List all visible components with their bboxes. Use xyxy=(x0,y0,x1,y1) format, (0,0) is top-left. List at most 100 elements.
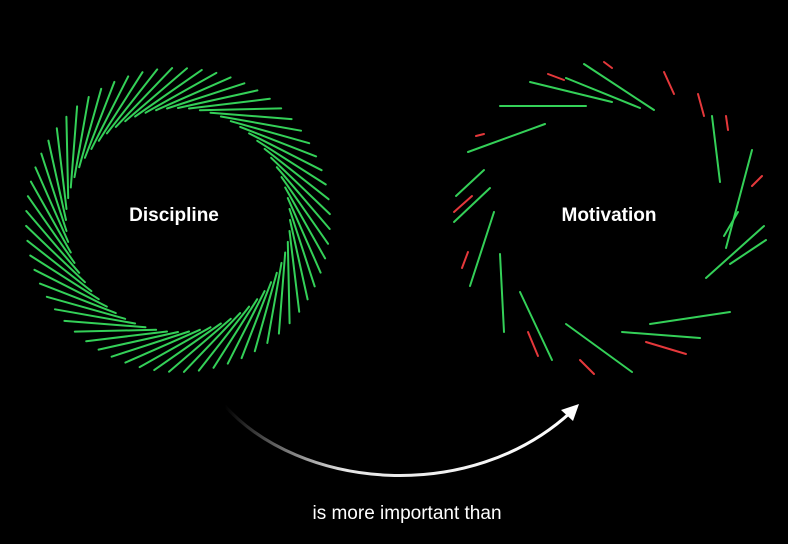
discipline-stroke xyxy=(226,290,266,365)
motivation-stroke xyxy=(583,63,655,111)
motivation-stroke xyxy=(453,187,491,223)
motivation-stroke xyxy=(729,239,767,265)
discipline-stroke xyxy=(240,281,273,360)
motivation-stroke-red xyxy=(527,331,539,357)
discipline-label: Discipline xyxy=(129,205,219,226)
discipline-stroke xyxy=(34,166,70,243)
discipline-stroke xyxy=(280,176,330,245)
discipline-stroke xyxy=(144,71,218,114)
discipline-stroke xyxy=(85,330,168,343)
discipline-stroke xyxy=(110,330,190,358)
motivation-label: Motivation xyxy=(561,205,657,226)
discipline-stroke xyxy=(124,67,188,123)
discipline-stroke xyxy=(45,295,127,320)
discipline-stroke xyxy=(248,132,323,172)
discipline-stroke xyxy=(153,322,222,372)
motivation-stroke xyxy=(725,149,753,249)
discipline-stroke xyxy=(55,127,68,210)
discipline-stroke xyxy=(138,326,212,369)
motivation-stroke xyxy=(499,253,505,333)
arrow-curve xyxy=(222,403,573,477)
discipline-stroke xyxy=(166,82,246,110)
discipline-stroke xyxy=(289,219,309,301)
motivation-stroke-red xyxy=(547,73,565,81)
discipline-stroke xyxy=(253,271,278,353)
motivation-stroke xyxy=(621,331,701,339)
motivation-stroke xyxy=(649,311,731,325)
discipline-stroke xyxy=(270,156,331,216)
discipline-stroke xyxy=(54,308,137,325)
discipline-stroke xyxy=(29,180,72,254)
discipline-stroke xyxy=(197,305,251,372)
motivation-stroke-red xyxy=(461,251,469,269)
discipline-stroke xyxy=(97,331,179,351)
discipline-stroke xyxy=(124,328,201,364)
motivation-stroke xyxy=(529,81,613,103)
motivation-stroke xyxy=(711,115,721,183)
motivation-stroke-red xyxy=(663,71,675,95)
motivation-stroke-red xyxy=(453,195,473,213)
discipline-stroke xyxy=(97,71,144,142)
discipline-stroke xyxy=(266,261,283,344)
motivation-stroke xyxy=(565,323,633,373)
discipline-stroke xyxy=(105,68,159,135)
discipline-stroke xyxy=(286,240,291,325)
discipline-stroke xyxy=(219,115,302,132)
discipline-stroke xyxy=(277,251,287,335)
motivation-stroke xyxy=(519,291,553,361)
discipline-stroke xyxy=(63,319,147,329)
discipline-stroke xyxy=(25,210,81,274)
discipline-stroke xyxy=(114,67,174,128)
connector-arrow xyxy=(222,403,579,477)
discipline-stroke xyxy=(256,139,327,186)
discipline-stroke xyxy=(25,224,86,284)
discipline-stroke xyxy=(78,87,103,169)
motivation-stroke-red xyxy=(751,175,763,187)
discipline-stroke xyxy=(29,254,100,301)
discipline-stroke xyxy=(38,282,117,315)
motivation-stroke-red xyxy=(603,61,613,69)
discipline-stroke xyxy=(69,105,79,189)
discipline-stroke xyxy=(198,107,283,112)
discipline-stroke xyxy=(134,68,203,118)
discipline-stroke xyxy=(73,328,158,333)
discipline-stroke xyxy=(47,139,67,221)
motivation-ring xyxy=(453,61,767,375)
motivation-stroke-red xyxy=(697,93,705,117)
discipline-stroke xyxy=(26,239,93,293)
discipline-stroke xyxy=(40,152,68,232)
discipline-stroke xyxy=(168,317,232,373)
discipline-stroke xyxy=(239,125,318,158)
motivation-stroke-red xyxy=(475,133,485,137)
discipline-stroke xyxy=(212,298,259,369)
discipline-stroke xyxy=(90,75,130,150)
discipline-stroke xyxy=(209,111,293,121)
discipline-stroke xyxy=(83,80,116,159)
motivation-stroke-red xyxy=(725,115,729,131)
motivation-stroke xyxy=(467,123,546,153)
discipline-stroke xyxy=(288,208,316,288)
discipline-stroke xyxy=(33,268,108,308)
motivation-stroke xyxy=(455,169,485,197)
motivation-stroke xyxy=(565,77,641,109)
motivation-stroke xyxy=(723,211,739,237)
arrow-head-icon xyxy=(561,404,579,421)
discipline-stroke xyxy=(182,312,242,373)
discipline-stroke xyxy=(288,230,301,313)
discipline-stroke xyxy=(286,197,322,274)
discipline-stroke xyxy=(73,96,90,179)
motivation-stroke-red xyxy=(645,341,687,355)
discipline-stroke xyxy=(263,147,330,201)
discipline-stroke xyxy=(177,89,259,109)
motivation-stroke xyxy=(705,225,765,279)
discipline-stroke xyxy=(26,195,76,264)
discipline-stroke xyxy=(284,186,327,260)
motivation-stroke-red xyxy=(579,359,595,375)
discipline-stroke xyxy=(188,97,271,110)
discipline-ring xyxy=(25,67,331,373)
discipline-stroke xyxy=(229,120,311,145)
discipline-stroke xyxy=(155,76,232,112)
motivation-stroke xyxy=(469,211,495,287)
